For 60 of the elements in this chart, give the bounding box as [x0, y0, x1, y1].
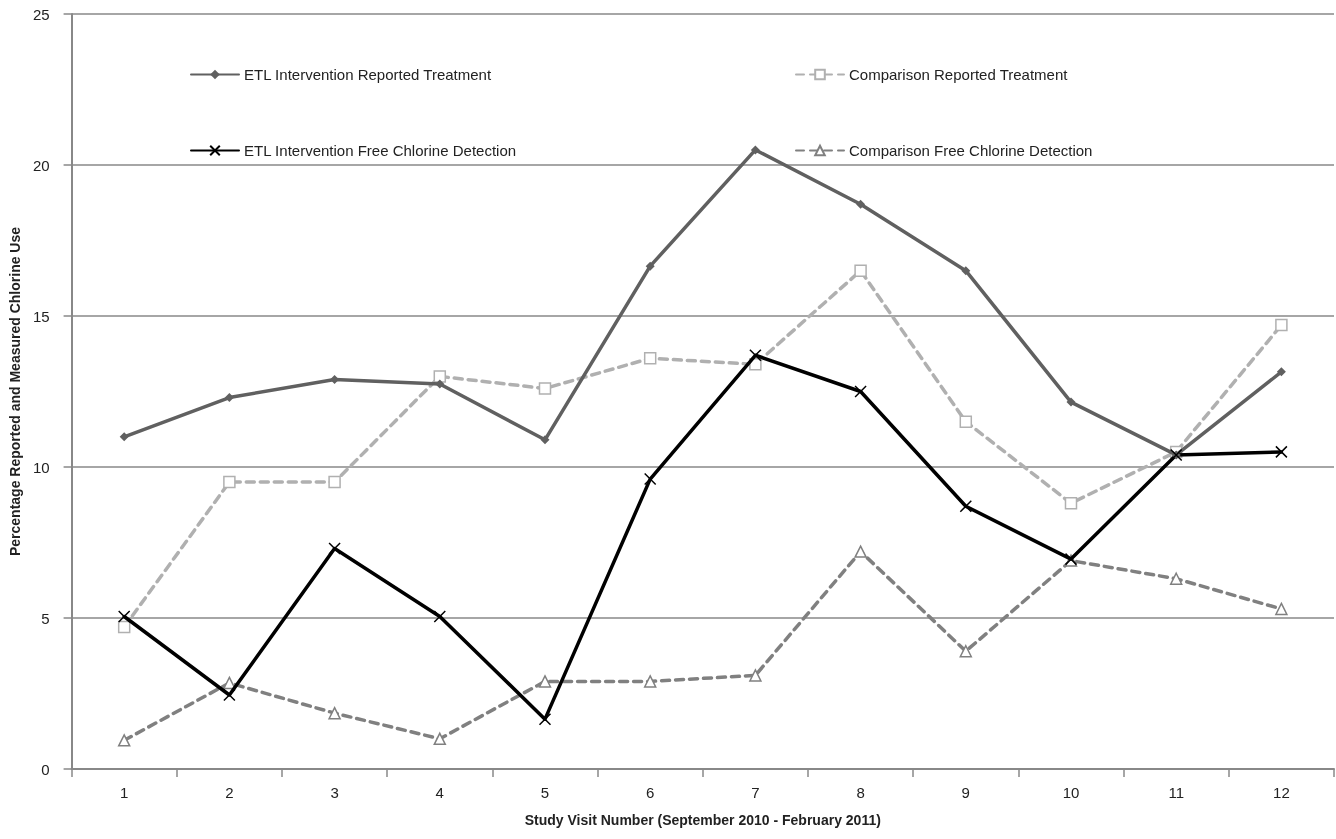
point: [328, 706, 341, 720]
point: [749, 669, 762, 682]
x-tick-label: 11: [1168, 784, 1184, 801]
point: [854, 545, 867, 558]
x-tick-label: 2: [225, 784, 234, 801]
x-tick-label: 8: [856, 784, 865, 801]
y-tick-label: 10: [32, 458, 50, 476]
x-tick-label: 7: [751, 784, 760, 801]
x-tick-label: 6: [646, 784, 655, 801]
x-axis-title: Study Visit Number (September 2010 - February 2011): [524, 812, 881, 828]
point: [538, 382, 552, 395]
point: [538, 675, 552, 688]
point: [1064, 496, 1078, 510]
point: [433, 610, 447, 623]
point: [328, 475, 341, 489]
x-tick-label: 3: [330, 784, 339, 801]
point: [117, 620, 131, 634]
point: [119, 432, 129, 442]
y-axis-title: Percentage Reported and Measured Chlorine Use: [7, 226, 23, 557]
legend-label: ETL Intervention Reported Treatment: [244, 66, 492, 83]
x-tick-label: 10: [1062, 784, 1080, 801]
legend-label: ETL Intervention Free Chlorine Detection: [244, 142, 517, 159]
point: [117, 610, 131, 623]
x-tick-label: 9: [961, 784, 970, 801]
point: [959, 415, 973, 428]
point: [1276, 367, 1286, 377]
point: [1169, 572, 1183, 585]
point: [223, 688, 236, 702]
point: [856, 199, 866, 209]
point: [643, 675, 657, 688]
legend-label: Comparison Reported Treatment: [849, 66, 1069, 83]
x-tick-label: 5: [540, 784, 550, 801]
y-tick-label: 20: [32, 156, 50, 174]
point: [117, 734, 131, 747]
x-tick-label: 12: [1273, 784, 1290, 801]
point: [961, 266, 971, 276]
point: [959, 644, 973, 658]
point: [538, 712, 552, 726]
point: [854, 264, 867, 277]
legend-label: Comparison Free Chlorine Detection: [849, 142, 1093, 159]
point: [1275, 602, 1288, 616]
y-tick-label: 15: [32, 307, 50, 325]
point: [1066, 397, 1076, 407]
point: [433, 370, 447, 383]
point: [645, 261, 655, 271]
x-tick-label: 4: [435, 784, 444, 801]
y-tick-label: 0: [41, 760, 50, 778]
point: [433, 732, 447, 746]
point: [1275, 445, 1288, 459]
point: [224, 393, 234, 403]
point: [750, 145, 760, 155]
x-tick-label: 1: [120, 784, 129, 801]
y-tick-label: 5: [41, 609, 50, 627]
point: [643, 352, 657, 365]
point: [223, 475, 236, 489]
y-tick-label: 25: [32, 5, 50, 23]
point: [749, 349, 762, 362]
point: [435, 379, 445, 389]
point: [540, 435, 550, 445]
point: [1275, 318, 1288, 332]
